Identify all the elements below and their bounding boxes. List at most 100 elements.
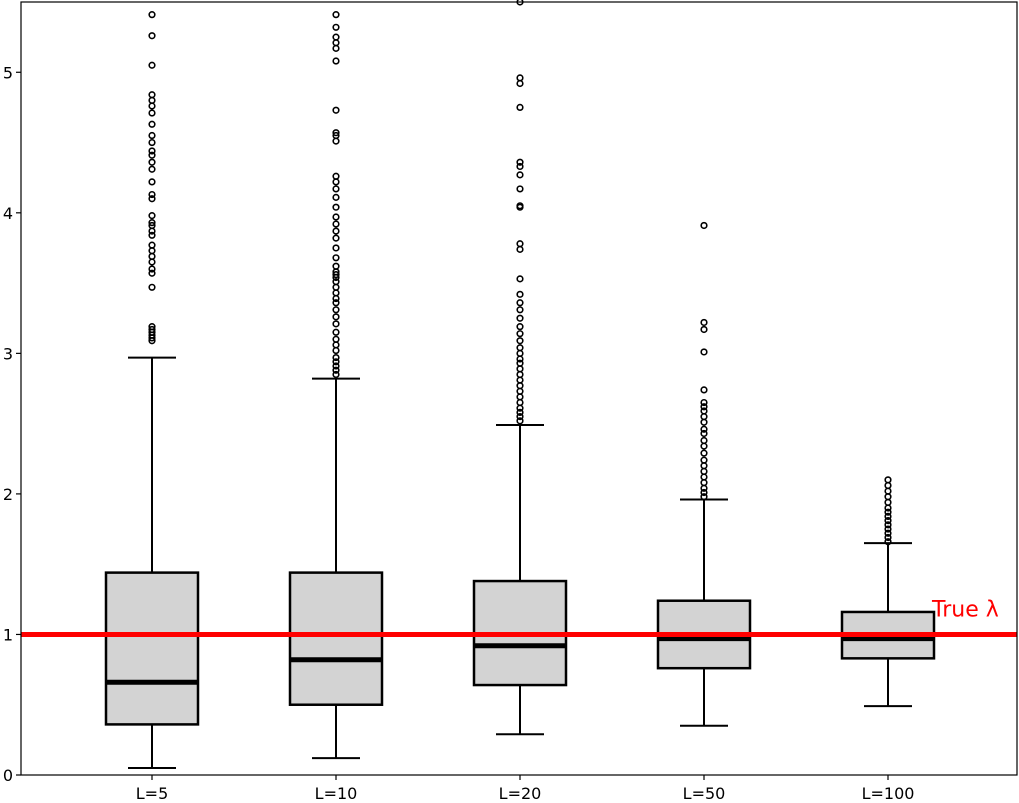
outlier-point <box>516 417 524 425</box>
outlier-point <box>332 353 340 362</box>
outlier-point <box>148 283 156 291</box>
outlier-point <box>700 413 708 421</box>
outlier-point <box>332 335 340 343</box>
outlier-point <box>148 195 156 203</box>
outlier-point <box>700 488 708 497</box>
outlier-point <box>148 269 156 277</box>
outlier-point <box>148 221 156 230</box>
outlier-point <box>332 185 340 193</box>
outlier-point <box>148 247 156 255</box>
outlier-point <box>700 403 708 411</box>
box-group-3 <box>472 0 568 736</box>
outlier-point <box>700 425 708 433</box>
outlier-point <box>700 462 708 470</box>
outlier-point <box>332 131 340 140</box>
outlier-point <box>516 275 524 283</box>
outlier-point <box>148 91 156 99</box>
outlier-point <box>700 325 708 334</box>
outlier-point <box>332 306 340 314</box>
outlier-point <box>148 138 156 147</box>
outlier-point <box>148 165 156 173</box>
box <box>104 571 200 726</box>
outlier-point <box>332 33 340 41</box>
outlier-point <box>700 436 708 445</box>
box <box>288 571 384 706</box>
outlier-point <box>700 449 708 457</box>
outlier-point <box>516 202 524 210</box>
outlier-point <box>148 109 156 117</box>
outlier-point <box>700 429 708 438</box>
outlier-point <box>148 265 156 273</box>
outlier-point <box>148 120 156 128</box>
outlier-point <box>700 479 708 487</box>
outlier-point <box>332 366 340 374</box>
x-tick-label: L=5 <box>136 784 169 803</box>
outlier-point <box>332 358 340 366</box>
y-tick-label: 5 <box>3 63 13 82</box>
outlier-point <box>332 262 340 270</box>
outlier-point <box>516 337 524 345</box>
axes-layer: 0 1 2 3 4 5 L=5 L=10 L=20 L=50 L=100 <box>3 1 1018 803</box>
outlier-point <box>148 325 156 334</box>
outlier-point <box>332 320 340 328</box>
outlier-point <box>516 103 524 112</box>
outlier-point <box>516 393 524 401</box>
outlier-point <box>332 106 340 114</box>
outlier-point <box>148 32 156 40</box>
outlier-point <box>332 172 340 180</box>
outlier-point <box>700 407 708 415</box>
reference-layer: True λ <box>21 597 1017 637</box>
outlier-point <box>148 11 156 19</box>
outlier-point <box>516 323 524 331</box>
outlier-point <box>516 370 524 379</box>
outlier-point <box>332 346 340 355</box>
box-group-1 <box>104 11 200 769</box>
outlier-point <box>332 313 340 321</box>
outlier-point <box>148 212 156 220</box>
outlier-point <box>148 231 156 239</box>
outlier-point <box>516 387 524 395</box>
outlier-point <box>332 39 340 47</box>
outlier-point <box>332 213 340 221</box>
outlier-point <box>148 323 156 331</box>
box-group-4 <box>656 221 752 727</box>
reference-label: True λ <box>931 597 999 622</box>
boxes-layer <box>104 0 936 769</box>
outlier-point <box>516 245 524 253</box>
outlier-point <box>700 467 708 476</box>
outlier-point <box>332 254 340 262</box>
outlier-point <box>148 151 156 159</box>
outlier-point <box>516 408 524 416</box>
outlier-point <box>148 190 156 199</box>
outlier-point <box>516 359 524 367</box>
outlier-point <box>516 162 524 171</box>
outlier-point <box>332 203 340 211</box>
outlier-point <box>516 171 524 179</box>
outlier-point <box>700 493 708 501</box>
outlier-point <box>516 349 524 357</box>
outlier-point <box>332 178 340 186</box>
outlier-point <box>700 221 708 230</box>
outlier-point <box>884 517 892 525</box>
outlier-point <box>516 299 524 307</box>
outlier-point <box>516 330 524 338</box>
outlier-point <box>332 193 340 201</box>
outlier-point <box>516 185 524 193</box>
outlier-point <box>332 11 340 19</box>
outlier-point <box>700 348 708 356</box>
outlier-point <box>148 219 156 227</box>
outlier-point <box>516 158 524 166</box>
outlier-point <box>700 456 708 464</box>
outlier-point <box>332 129 340 137</box>
outlier-point <box>148 131 156 140</box>
outlier-point <box>148 102 156 110</box>
outlier-point <box>332 362 340 370</box>
outlier-point <box>148 147 156 155</box>
outlier-point <box>884 493 892 501</box>
outlier-point <box>516 74 524 82</box>
y-tick-label: 4 <box>3 204 13 223</box>
outlier-point <box>148 178 156 186</box>
outlier-point <box>516 314 524 322</box>
outlier-point <box>516 413 524 421</box>
